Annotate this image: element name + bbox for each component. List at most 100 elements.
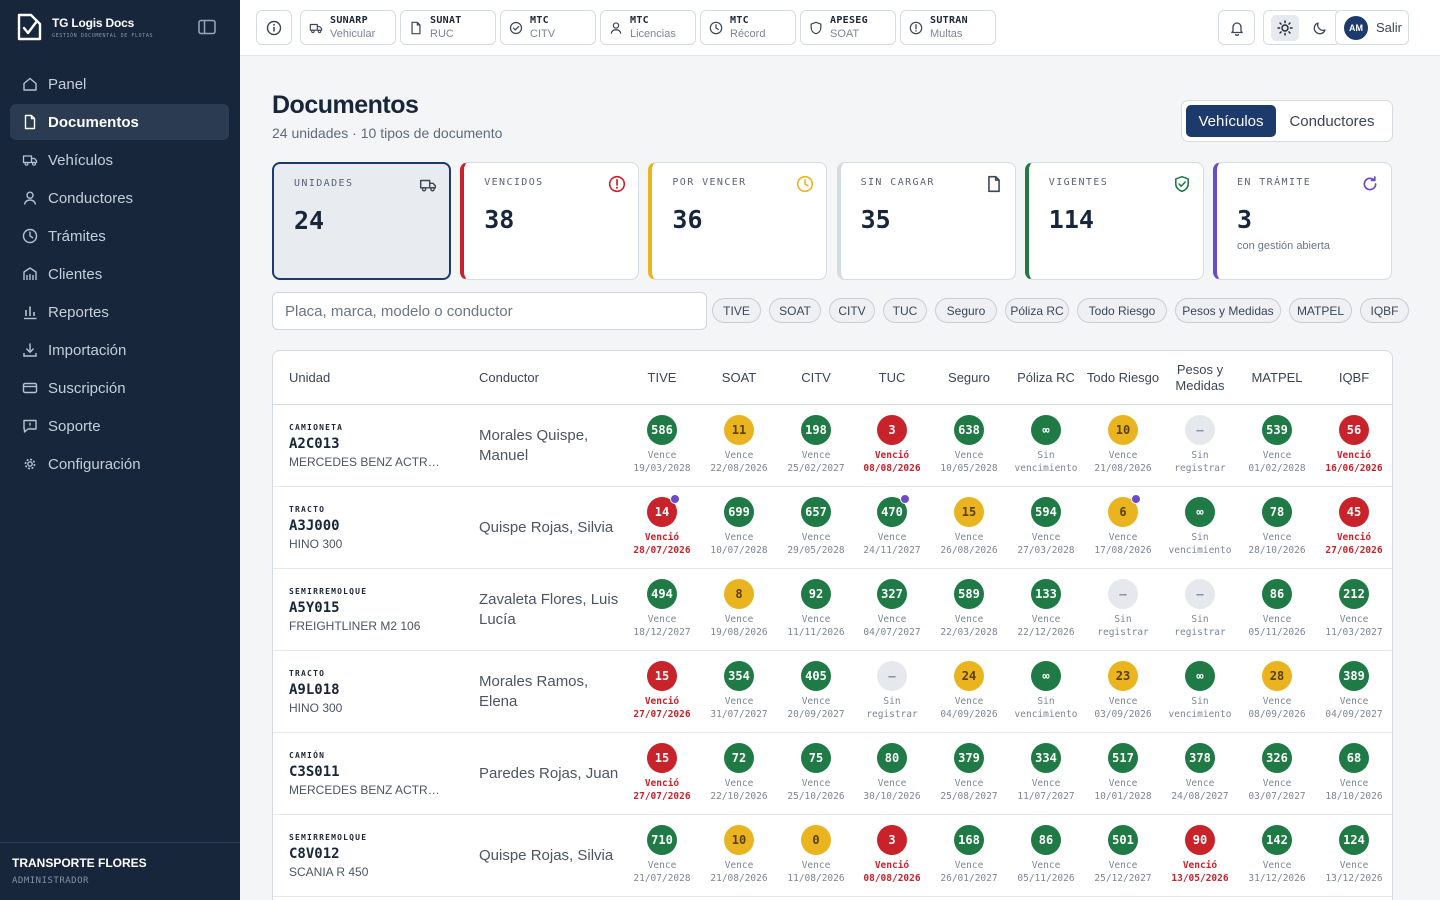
document-status-cell[interactable]: 334 Vence 11/07/2027: [1007, 733, 1085, 815]
document-status-cell[interactable]: 494 Vence 18/12/2027: [623, 569, 701, 651]
document-status-cell[interactable]: 11 Vence 22/08/2026: [700, 405, 778, 487]
filter-chip[interactable]: Todo Riesgo: [1077, 298, 1167, 323]
column-header-doc[interactable]: Seguro: [948, 370, 990, 385]
filter-chip[interactable]: IQBF: [1360, 298, 1409, 323]
document-status-cell[interactable]: 86 Vence 05/11/2026: [1007, 815, 1085, 897]
driver-name[interactable]: Quispe Rojas, Silvia: [479, 487, 619, 569]
document-status-cell[interactable]: 326 Vence 03/07/2027: [1238, 733, 1316, 815]
document-status-cell[interactable]: 517 Vence 10/01/2028: [1084, 733, 1162, 815]
stat-card-unidades[interactable]: UNIDADES 24: [272, 162, 451, 280]
column-header-doc[interactable]: TIVE: [647, 370, 677, 385]
stat-card-vigentes[interactable]: VIGENTES 114: [1024, 162, 1204, 280]
document-status-cell[interactable]: ∞ Sin vencimiento: [1161, 487, 1239, 569]
document-status-cell[interactable]: 8 Vence 19/08/2026: [700, 569, 778, 651]
document-status-cell[interactable]: 24 Vence 04/09/2026: [930, 651, 1008, 733]
filter-chip[interactable]: Póliza RC: [1005, 298, 1069, 323]
company-info[interactable]: TRANSPORTE FLORES ADMINISTRADOR: [0, 842, 240, 899]
table-row[interactable]: SEMIRREMOLQUE A5Y015 FREIGHTLINER M2 106 Za…: [273, 569, 1392, 651]
document-status-cell[interactable]: 10 Vence 21/08/2026: [1084, 405, 1162, 487]
filter-chip[interactable]: Pesos y Medidas: [1175, 298, 1281, 323]
document-status-cell[interactable]: 539 Vence 01/02/2028: [1238, 405, 1316, 487]
unit-plate[interactable]: A9L018: [289, 682, 340, 698]
document-status-cell[interactable]: 92 Vence 11/11/2026: [777, 569, 855, 651]
stat-card-por-vencer[interactable]: POR VENCER 36: [648, 162, 828, 280]
column-header-doc[interactable]: TUC: [878, 370, 906, 385]
filter-chip[interactable]: Seguro: [935, 298, 997, 323]
column-header-driver[interactable]: Conductor: [479, 370, 539, 385]
column-header-doc[interactable]: MATPEL: [1251, 370, 1303, 385]
filter-chip[interactable]: SOAT: [769, 298, 821, 323]
driver-name[interactable]: Morales Quispe, Manuel: [479, 405, 619, 487]
document-status-cell[interactable]: – Sin registrar: [1161, 405, 1239, 487]
document-status-cell[interactable]: 657 Vence 29/05/2028: [777, 487, 855, 569]
document-status-cell[interactable]: 75 Vence 25/10/2026: [777, 733, 855, 815]
filter-chip[interactable]: MATPEL: [1289, 298, 1352, 323]
driver-name[interactable]: Morales Ramos, Elena: [479, 651, 619, 733]
stat-card-sin-cargar[interactable]: SIN CARGAR 35: [836, 162, 1016, 280]
document-status-cell[interactable]: 198 Vence 25/02/2027: [777, 405, 855, 487]
filter-chip[interactable]: TIVE: [712, 298, 761, 323]
document-status-cell[interactable]: 389 Vence 04/09/2027: [1315, 651, 1392, 733]
sidebar-item-document[interactable]: Documentos: [10, 104, 229, 140]
sidebar-item-building[interactable]: Clientes: [10, 256, 229, 292]
sidebar-toggle-icon[interactable]: [198, 19, 216, 35]
document-status-cell[interactable]: 6 Vence 17/08/2026: [1084, 487, 1162, 569]
service-button-citv[interactable]: MTC CITV: [500, 10, 596, 45]
document-status-cell[interactable]: 142 Vence 31/12/2026: [1238, 815, 1316, 897]
document-status-cell[interactable]: 378 Vence 24/08/2027: [1161, 733, 1239, 815]
service-button-rcord[interactable]: MTC Récord: [700, 10, 796, 45]
search-input[interactable]: [272, 292, 707, 330]
column-header-doc[interactable]: Todo Riesgo: [1086, 370, 1160, 385]
document-status-cell[interactable]: 78 Vence 28/10/2026: [1238, 487, 1316, 569]
column-header-unit[interactable]: Unidad: [289, 370, 331, 385]
sidebar-item-download[interactable]: Importación: [10, 332, 229, 368]
document-status-cell[interactable]: 72 Vence 22/10/2026: [700, 733, 778, 815]
document-status-cell[interactable]: ∞ Sin vencimiento: [1007, 405, 1085, 487]
document-status-cell[interactable]: 14 Venció 28/07/2026: [623, 487, 701, 569]
stat-card-en-trámite[interactable]: EN TRÁMITE 3 con gestión abierta: [1213, 162, 1392, 280]
document-status-cell[interactable]: 45 Venció 27/06/2026: [1315, 487, 1392, 569]
unit-plate[interactable]: A3J000: [289, 518, 340, 534]
service-button-ruc[interactable]: SUNAT RUC: [400, 10, 496, 45]
service-button-licencias[interactable]: MTC Licencias: [600, 10, 696, 45]
document-status-cell[interactable]: 0 Vence 11/08/2026: [777, 815, 855, 897]
document-status-cell[interactable]: 56 Venció 16/06/2026: [1315, 405, 1392, 487]
document-status-cell[interactable]: 501 Vence 25/12/2027: [1084, 815, 1162, 897]
document-status-cell[interactable]: 86 Vence 05/11/2026: [1238, 569, 1316, 651]
sidebar-item-home[interactable]: Panel: [10, 66, 229, 102]
toggle-vehicles[interactable]: Vehículos: [1186, 105, 1276, 137]
service-button-multas[interactable]: SUTRAN Multas: [900, 10, 996, 45]
document-status-cell[interactable]: 133 Vence 22/12/2026: [1007, 569, 1085, 651]
document-status-cell[interactable]: 28 Vence 08/09/2026: [1238, 651, 1316, 733]
sidebar-item-chat[interactable]: Soporte: [10, 408, 229, 444]
document-status-cell[interactable]: 699 Vence 10/07/2028: [700, 487, 778, 569]
sidebar-item-truck[interactable]: Vehículos: [10, 142, 229, 178]
document-status-cell[interactable]: 90 Venció 13/05/2026: [1161, 815, 1239, 897]
filter-chip[interactable]: TUC: [883, 298, 927, 323]
document-status-cell[interactable]: 405 Vence 20/09/2027: [777, 651, 855, 733]
table-row[interactable]: CAMIONETA A2C013 MERCEDES BENZ ACTROS 2651…: [273, 405, 1392, 487]
document-status-cell[interactable]: 327 Vence 04/07/2027: [853, 569, 931, 651]
document-status-cell[interactable]: 212 Vence 11/03/2027: [1315, 569, 1392, 651]
user-menu-button[interactable]: AM Salir: [1335, 10, 1409, 45]
document-status-cell[interactable]: 354 Vence 31/07/2027: [700, 651, 778, 733]
column-header-doc[interactable]: Póliza RC: [1017, 370, 1075, 385]
unit-plate[interactable]: C8V012: [289, 846, 340, 862]
document-status-cell[interactable]: 586 Vence 19/03/2028: [623, 405, 701, 487]
document-status-cell[interactable]: 124 Vence 13/12/2026: [1315, 815, 1392, 897]
service-button-vehicular[interactable]: SUNARP Vehicular: [300, 10, 396, 45]
table-row[interactable]: TRACTO A3J000 HINO 300 Quispe Rojas, Silvia…: [273, 487, 1392, 569]
column-header-doc[interactable]: CITV: [801, 370, 831, 385]
table-row[interactable]: TRACTO A9L018 HINO 300 Morales Ramos, Elena…: [273, 651, 1392, 733]
document-status-cell[interactable]: – Sin registrar: [1084, 569, 1162, 651]
document-status-cell[interactable]: ∞ Sin vencimiento: [1161, 651, 1239, 733]
info-button[interactable]: [256, 10, 292, 45]
sidebar-item-user[interactable]: Conductores: [10, 180, 229, 216]
document-status-cell[interactable]: 3 Venció 08/08/2026: [853, 815, 931, 897]
document-status-cell[interactable]: 470 Vence 24/11/2027: [853, 487, 931, 569]
light-theme-button[interactable]: [1270, 14, 1299, 41]
document-status-cell[interactable]: 589 Vence 22/03/2028: [930, 569, 1008, 651]
document-status-cell[interactable]: – Sin registrar: [1161, 569, 1239, 651]
unit-plate[interactable]: A2C013: [289, 436, 340, 452]
column-header-doc[interactable]: Pesos y Medidas: [1175, 362, 1225, 393]
